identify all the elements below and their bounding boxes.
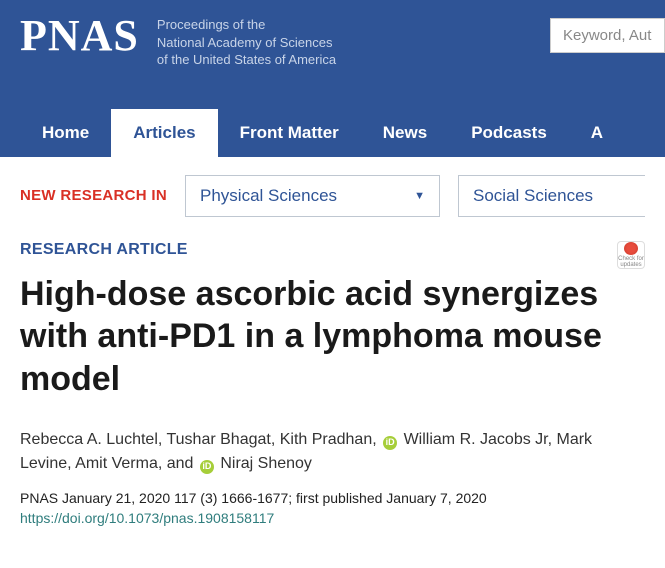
site-logo[interactable]: PNAS [20,10,139,61]
nav-more[interactable]: A [569,109,625,157]
check-for-updates-button[interactable]: Check for updates [617,241,645,269]
dropdown-label: Physical Sciences [200,186,337,206]
category-row: NEW RESEARCH IN Physical Sciences ▼ Soci… [20,175,645,217]
article-title: High-dose ascorbic acid synergizes with … [20,273,645,401]
tagline-line: Proceedings of the [157,16,336,34]
tagline-line: National Academy of Sciences [157,34,336,52]
orcid-icon[interactable]: iD [200,460,214,474]
site-header: PNAS Proceedings of the National Academy… [0,0,665,157]
author-list: Rebecca A. Luchtel, Tushar Bhagat, Kith … [20,428,645,476]
nav-home[interactable]: Home [20,109,111,157]
check-updates-label: Check for updates [618,256,644,268]
author-name: Niraj Shenoy [220,455,312,472]
header-top: PNAS Proceedings of the National Academy… [20,10,645,109]
article-type-label: RESEARCH ARTICLE [20,241,188,259]
author-names: Rebecca A. Luchtel, Tushar Bhagat, Kith … [20,431,381,448]
nav-podcasts[interactable]: Podcasts [449,109,569,157]
search-input[interactable]: Keyword, Aut [550,18,665,53]
main-nav: Home Articles Front Matter News Podcasts… [20,109,645,157]
nav-front-matter[interactable]: Front Matter [218,109,361,157]
article-content: NEW RESEARCH IN Physical Sciences ▼ Soci… [0,157,665,545]
site-tagline: Proceedings of the National Academy of S… [157,16,336,69]
nav-news[interactable]: News [361,109,449,157]
doi-link[interactable]: https://doi.org/10.1073/pnas.1908158117 [20,510,645,526]
nav-articles[interactable]: Articles [111,109,217,157]
orcid-icon[interactable]: iD [383,436,397,450]
crossmark-icon [624,242,638,255]
new-research-label: NEW RESEARCH IN [20,187,167,204]
article-type-row: RESEARCH ARTICLE Check for updates [20,241,645,273]
dropdown-label: Social Sciences [473,186,593,205]
chevron-down-icon: ▼ [414,190,425,202]
author-name: William R. Jacobs Jr [404,431,548,448]
dropdown-physical-sciences[interactable]: Physical Sciences ▼ [185,175,440,217]
tagline-line: of the United States of America [157,51,336,69]
dropdown-social-sciences[interactable]: Social Sciences [458,175,645,217]
publication-info: PNAS January 21, 2020 117 (3) 1666-1677;… [20,490,645,506]
